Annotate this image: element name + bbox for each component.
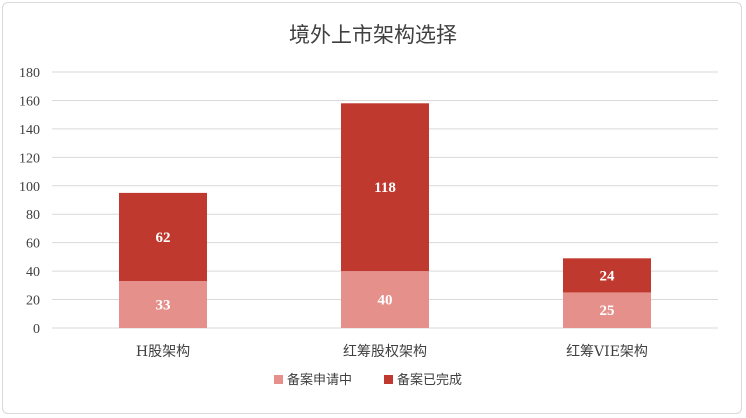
bar-segment xyxy=(563,258,651,293)
legend-label: 备案已完成 xyxy=(397,372,462,388)
y-tick-label: 80 xyxy=(26,208,40,223)
y-tick-label: 120 xyxy=(19,151,40,166)
chart-title: 境外上市架构选择 xyxy=(289,23,457,47)
x-category-label: H股架构 xyxy=(136,344,190,360)
y-tick-label: 0 xyxy=(33,322,40,337)
x-category-label: 红筹VIE架构 xyxy=(566,343,648,360)
bar-segment xyxy=(341,103,429,272)
y-tick-label: 20 xyxy=(26,294,40,309)
data-label: 33 xyxy=(156,298,171,314)
x-category-label: 红筹股权架构 xyxy=(343,343,427,360)
bar-segment xyxy=(119,192,207,282)
data-label: 62 xyxy=(156,230,171,246)
data-labels: 33 62 40 118 25 24 xyxy=(156,180,616,319)
data-label: 24 xyxy=(600,268,616,284)
y-tick-label: 160 xyxy=(19,94,40,109)
y-tick-label: 60 xyxy=(26,237,40,252)
bar-segment xyxy=(119,281,207,328)
bars xyxy=(119,103,651,328)
data-label: 118 xyxy=(374,180,396,196)
bar-segment xyxy=(563,292,651,328)
legend-swatch xyxy=(384,375,393,384)
y-tick-label: 40 xyxy=(26,265,40,280)
x-axis-categories: H股架构 红筹股权架构 红筹VIE架构 xyxy=(136,343,648,360)
y-tick-label: 180 xyxy=(19,66,40,81)
bar-segment xyxy=(341,271,429,328)
data-label: 25 xyxy=(600,303,615,319)
data-label: 40 xyxy=(378,293,393,309)
y-tick-label: 100 xyxy=(19,180,40,195)
legend-label: 备案申请中 xyxy=(287,372,352,388)
y-tick-label: 140 xyxy=(19,123,40,138)
legend: 备案申请中 备案已完成 xyxy=(274,372,462,388)
y-axis-ticks: 0 20 40 60 80 100 120 140 160 180 xyxy=(19,66,40,337)
legend-swatch xyxy=(274,375,283,384)
